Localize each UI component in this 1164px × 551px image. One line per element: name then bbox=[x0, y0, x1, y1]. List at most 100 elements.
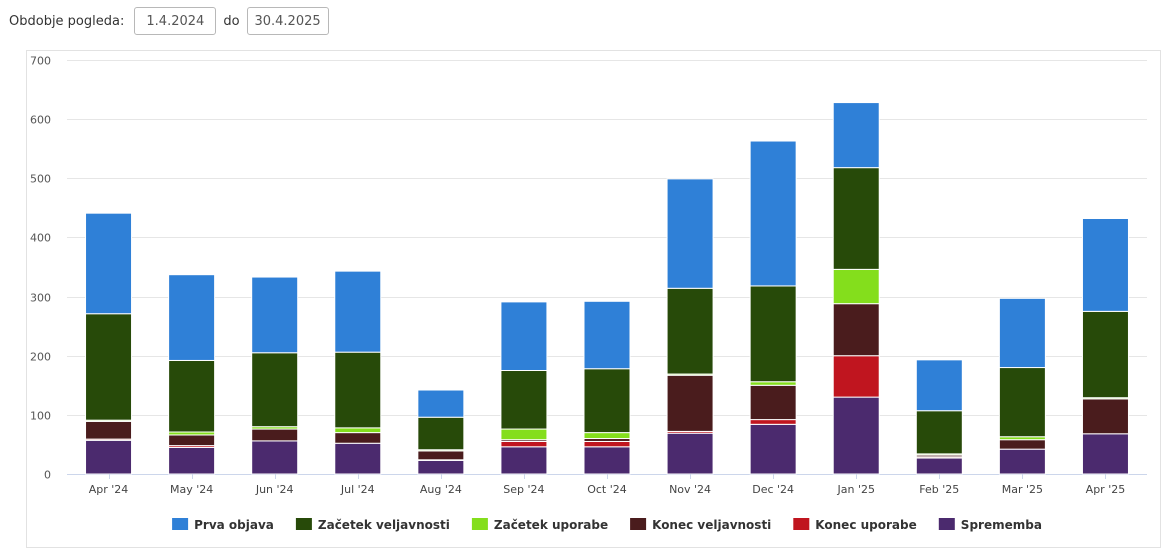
bar-segment-konec-uporabe[interactable] bbox=[500, 440, 548, 448]
date-to-input[interactable] bbox=[246, 7, 329, 35]
y-tick-label: 600 bbox=[30, 114, 51, 127]
bar-segment-prva-objava[interactable] bbox=[85, 212, 133, 315]
bar-stack-nov-24[interactable] bbox=[666, 178, 714, 475]
bar-segment-sprememba[interactable] bbox=[334, 442, 382, 475]
bar-segment-konec-veljavnosti[interactable] bbox=[168, 434, 216, 447]
stacked-bar-chart: 0 100 200 300 400 500 600 700 Apr '24 May '24 Jun … bbox=[30, 55, 1147, 532]
legend-item-zacetek-veljavnosti[interactable]: Začetek veljavnosti bbox=[295, 518, 450, 532]
bar-segment-zacetek-uporabe[interactable] bbox=[832, 268, 880, 305]
bar-segment-sprememba[interactable] bbox=[915, 457, 963, 475]
legend-item-sprememba[interactable]: Sprememba bbox=[938, 518, 1042, 532]
bar-segment-sprememba[interactable] bbox=[998, 448, 1046, 475]
bar-segment-konec-veljavnosti[interactable] bbox=[666, 374, 714, 432]
bar-segment-prva-objava[interactable] bbox=[998, 297, 1046, 369]
bar-segment-zacetek-veljavnosti[interactable] bbox=[500, 370, 548, 430]
bar-segment-konec-veljavnosti[interactable] bbox=[998, 439, 1046, 450]
x-tick-label: May '24 bbox=[170, 483, 213, 496]
y-tick-label: 700 bbox=[30, 55, 51, 68]
legend-label: Konec veljavnosti bbox=[652, 518, 771, 532]
bar-segment-konec-veljavnosti[interactable] bbox=[85, 420, 133, 440]
legend-item-prva-objava[interactable]: Prva objava bbox=[172, 518, 274, 532]
bar-segment-sprememba[interactable] bbox=[666, 432, 714, 475]
bar-stack-mar-25[interactable] bbox=[998, 297, 1046, 475]
bar-segment-prva-objava[interactable] bbox=[417, 389, 465, 418]
y-tick-label: 100 bbox=[30, 410, 51, 423]
bar-segment-zacetek-veljavnosti[interactable] bbox=[251, 352, 299, 428]
bar-stack-oct-24[interactable] bbox=[583, 300, 631, 475]
bar-segment-prva-objava[interactable] bbox=[251, 276, 299, 354]
x-tick-label: Jun '24 bbox=[255, 483, 294, 496]
bar-segment-konec-uporabe[interactable] bbox=[583, 440, 631, 448]
bar-segment-prva-objava[interactable] bbox=[749, 140, 797, 287]
bar-stack-may-24[interactable] bbox=[168, 274, 216, 475]
bar-stack-apr-24[interactable] bbox=[85, 212, 133, 475]
bar-segment-konec-veljavnosti[interactable] bbox=[749, 384, 797, 421]
bar-segment-sprememba[interactable] bbox=[832, 396, 880, 475]
bar-segment-prva-objava[interactable] bbox=[334, 270, 382, 353]
y-tick-label: 400 bbox=[30, 232, 51, 245]
legend-item-konec-veljavnosti[interactable]: Konec veljavnosti bbox=[630, 518, 771, 532]
bar-segment-prva-objava[interactable] bbox=[1081, 218, 1129, 312]
bar-segment-sprememba[interactable] bbox=[1081, 433, 1129, 475]
chart-panel: 0 100 200 300 400 500 600 700 Apr '24 May '24 Jun … bbox=[26, 50, 1161, 548]
x-tick-label: Mar '25 bbox=[1002, 483, 1043, 496]
legend-swatch bbox=[630, 518, 647, 530]
bar-segment-zacetek-veljavnosti[interactable] bbox=[749, 285, 797, 383]
bar-segment-konec-veljavnosti[interactable] bbox=[334, 432, 382, 444]
x-tick-label: Aug '24 bbox=[420, 483, 462, 496]
bar-segment-konec-veljavnosti[interactable] bbox=[832, 303, 880, 357]
bar-segment-zacetek-veljavnosti[interactable] bbox=[417, 416, 465, 451]
bar-stack-dec-24[interactable] bbox=[749, 140, 797, 475]
bar-stack-jul-24[interactable] bbox=[334, 270, 382, 475]
bar-segment-konec-uporabe[interactable] bbox=[749, 419, 797, 425]
bar-segment-prva-objava[interactable] bbox=[666, 178, 714, 289]
bar-segment-sprememba[interactable] bbox=[168, 446, 216, 475]
legend-item-zacetek-uporabe[interactable]: Začetek uporabe bbox=[471, 518, 608, 532]
bar-segment-zacetek-uporabe[interactable] bbox=[334, 427, 382, 434]
bar-segment-zacetek-veljavnosti[interactable] bbox=[915, 410, 963, 455]
bar-segment-sprememba[interactable] bbox=[500, 446, 548, 475]
bar-stack-feb-25[interactable] bbox=[915, 359, 963, 475]
bar-segment-sprememba[interactable] bbox=[417, 459, 465, 475]
y-tick-label: 300 bbox=[30, 292, 51, 305]
bar-stack-sep-24[interactable] bbox=[500, 301, 548, 475]
bar-segment-sprememba[interactable] bbox=[85, 439, 133, 475]
bar-segment-zacetek-uporabe[interactable] bbox=[583, 432, 631, 440]
bar-segment-zacetek-veljavnosti[interactable] bbox=[583, 368, 631, 434]
period-label: Obdobje pogleda: bbox=[9, 13, 125, 29]
bar-segment-konec-veljavnosti[interactable] bbox=[251, 428, 299, 442]
bar-segment-zacetek-veljavnosti[interactable] bbox=[998, 367, 1046, 438]
bar-segment-konec-uporabe[interactable] bbox=[832, 355, 880, 398]
legend-label: Sprememba bbox=[961, 518, 1042, 532]
bar-segment-zacetek-veljavnosti[interactable] bbox=[832, 167, 880, 270]
bar-segment-sprememba[interactable] bbox=[251, 440, 299, 475]
bar-stack-apr-25[interactable] bbox=[1081, 218, 1129, 475]
legend: Prva objava Začetek veljavnosti Začetek up… bbox=[172, 518, 1042, 532]
bar-segment-prva-objava[interactable] bbox=[832, 102, 880, 169]
bar-stack-jun-24[interactable] bbox=[251, 276, 299, 475]
bar-segment-prva-objava[interactable] bbox=[583, 300, 631, 370]
bar-segment-sprememba[interactable] bbox=[583, 446, 631, 475]
legend-label: Začetek veljavnosti bbox=[318, 518, 450, 532]
x-tick-label: Apr '24 bbox=[89, 483, 129, 496]
bar-segment-prva-objava[interactable] bbox=[915, 359, 963, 412]
date-from-input[interactable] bbox=[134, 7, 217, 35]
bar-segment-konec-veljavnosti[interactable] bbox=[417, 450, 465, 461]
bar-stack-aug-24[interactable] bbox=[417, 389, 465, 475]
bar-stack-jan-25[interactable] bbox=[832, 102, 880, 475]
bar-segment-zacetek-veljavnosti[interactable] bbox=[666, 287, 714, 375]
bar-segment-prva-objava[interactable] bbox=[500, 301, 548, 371]
x-tick-label: Oct '24 bbox=[587, 483, 627, 496]
bar-segment-zacetek-veljavnosti[interactable] bbox=[334, 351, 382, 429]
bar-segment-zacetek-veljavnosti[interactable] bbox=[168, 359, 216, 433]
bar-segment-sprememba[interactable] bbox=[749, 423, 797, 475]
y-tick-label: 200 bbox=[30, 351, 51, 364]
bar-segment-prva-objava[interactable] bbox=[168, 274, 216, 361]
bar-segment-zacetek-uporabe[interactable] bbox=[500, 428, 548, 441]
bar-segment-zacetek-veljavnosti[interactable] bbox=[85, 313, 133, 421]
legend-item-konec-uporabe[interactable]: Konec uporabe bbox=[793, 518, 917, 532]
bar-segment-zacetek-veljavnosti[interactable] bbox=[1081, 310, 1129, 399]
x-tick-label: Jan '25 bbox=[836, 483, 874, 496]
bar-segment-zacetek-uporabe[interactable] bbox=[749, 381, 797, 386]
bar-segment-konec-veljavnosti[interactable] bbox=[1081, 398, 1129, 435]
